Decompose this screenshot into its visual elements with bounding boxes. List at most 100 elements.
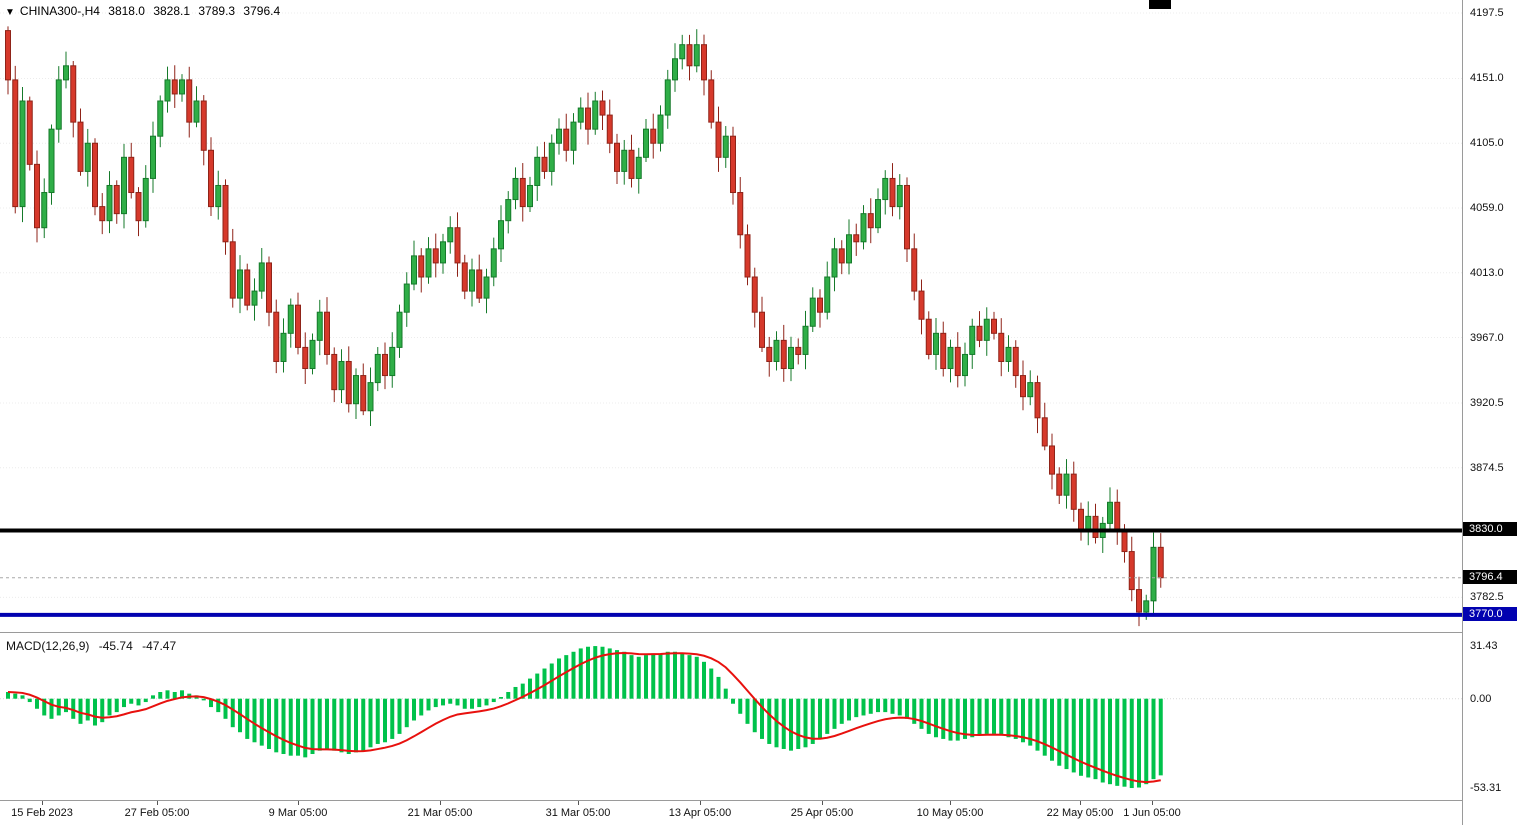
candle-body — [563, 128, 570, 151]
price-chart-svg[interactable] — [0, 0, 1462, 632]
macd-histogram-bar — [912, 698, 917, 724]
macd-histogram-bar — [825, 698, 830, 734]
candle-body — [933, 332, 939, 355]
candle-body — [19, 100, 26, 208]
price-axis[interactable]: 4197.5 4151.0 4105.0 4059.0 4013.0 3967.0 3920… — [1462, 0, 1517, 825]
candle-body — [113, 184, 120, 215]
macd-histogram-bar — [100, 698, 105, 723]
time-axis[interactable]: 15 Feb 2023 27 Feb 05:00 9 Mar 05:00 21 Mar… — [0, 801, 1462, 825]
macd-histogram-bar — [673, 651, 677, 699]
candle-body — [1056, 473, 1063, 496]
candle-body — [976, 325, 983, 341]
macd-histogram-bar — [441, 698, 445, 706]
candle-body — [77, 121, 84, 172]
macd-histogram-bar — [448, 698, 453, 704]
macd-histogram-bar — [1006, 698, 1011, 738]
candle-body — [1005, 346, 1012, 362]
macd-histogram-bar — [876, 698, 880, 713]
candle-body — [715, 121, 722, 158]
candle-body — [599, 100, 606, 116]
candle-body — [1128, 551, 1135, 591]
candle-body — [215, 184, 222, 208]
candle-body — [766, 346, 773, 362]
macd-name: MACD(12,26,9) — [6, 639, 90, 653]
candle-body — [534, 156, 541, 186]
candle-body — [889, 177, 896, 208]
candle-body — [476, 269, 483, 299]
macd-histogram-bar — [180, 690, 184, 699]
candle-body — [447, 227, 454, 243]
candle-body — [55, 79, 62, 130]
macd-histogram-bar — [941, 698, 946, 739]
macd-histogram-bar — [20, 695, 25, 699]
candle-body — [1027, 382, 1034, 398]
candle-body — [1070, 473, 1077, 510]
macd-histogram-bar — [1028, 698, 1033, 746]
macd-histogram-bar — [760, 698, 764, 739]
candle-body — [84, 142, 91, 172]
macd-histogram-bar — [230, 698, 235, 728]
candle-body — [295, 304, 301, 348]
macd-value: -45.74 — [98, 639, 133, 653]
candle-body — [135, 192, 142, 222]
macd-histogram-bar — [1137, 698, 1141, 788]
candle-body — [954, 346, 961, 377]
candle-body — [657, 114, 664, 144]
candle-body — [780, 339, 787, 370]
chart-shift-marker[interactable] — [1149, 0, 1171, 9]
macd-histogram-bar — [694, 656, 699, 699]
candle-body — [614, 142, 620, 172]
candle-body — [461, 262, 468, 292]
candle-body — [440, 241, 446, 264]
macd-histogram-bar — [926, 698, 931, 734]
macd-histogram-bar — [644, 655, 648, 699]
macd-histogram-bar — [1079, 698, 1083, 776]
macd-histogram-bar — [136, 698, 141, 706]
macd-histogram-bar — [346, 698, 351, 755]
candle-body — [1136, 589, 1142, 613]
candle-body — [34, 163, 40, 229]
macd-histogram-bar — [397, 698, 402, 734]
macd-histogram-bar — [42, 698, 47, 716]
macd-histogram-bar — [651, 653, 656, 699]
macd-histogram-bar — [1042, 698, 1047, 756]
candle-body — [635, 156, 642, 179]
candle-body — [1114, 501, 1121, 531]
candle-body — [367, 382, 374, 412]
macd-histogram-bar — [636, 656, 641, 699]
macd-histogram-bar — [165, 690, 170, 699]
macd-histogram-bar — [629, 655, 634, 699]
candle-body — [99, 206, 106, 222]
macd-histogram-bar — [6, 691, 10, 699]
time-axis-label: 9 Mar 05:00 — [268, 807, 328, 819]
macd-histogram-bar — [571, 651, 576, 699]
candle-body — [345, 360, 352, 405]
macd-histogram-bar — [13, 693, 18, 699]
candle-body — [251, 290, 258, 306]
time-tick — [440, 801, 441, 805]
candle-body — [875, 199, 881, 229]
macd-histogram-bar — [999, 698, 1004, 736]
candle-body — [469, 269, 475, 292]
panel-separator[interactable] — [0, 632, 1517, 633]
candle-body — [258, 262, 265, 292]
macd-histogram-bar — [412, 698, 416, 721]
symbol-dropdown-icon[interactable]: ▼ — [5, 7, 15, 18]
candle-body — [846, 234, 852, 264]
candle-body — [672, 58, 678, 81]
time-tick — [822, 801, 823, 805]
macd-histogram-bar — [702, 661, 706, 699]
candle-body — [730, 135, 736, 194]
macd-histogram-bar — [35, 698, 39, 709]
candle-body — [824, 276, 831, 313]
macd-histogram-bar — [948, 698, 953, 741]
macd-histogram-bar — [528, 678, 532, 699]
macd-histogram-bar — [622, 651, 627, 699]
candle-body — [63, 65, 69, 81]
macd-chart-svg[interactable] — [0, 633, 1462, 800]
candle-body — [556, 128, 562, 144]
candle-body — [860, 213, 867, 243]
macd-histogram-bar — [963, 698, 967, 739]
macd-histogram-bar — [992, 698, 996, 734]
macd-histogram-bar — [129, 698, 134, 704]
